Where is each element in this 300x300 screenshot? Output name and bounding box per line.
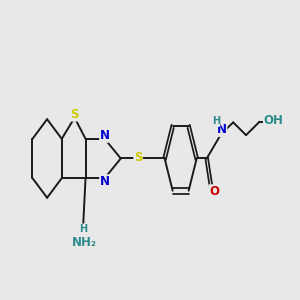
Text: N: N (217, 123, 227, 136)
Text: H: H (212, 116, 220, 126)
Text: N: N (100, 129, 110, 142)
Text: H: H (79, 224, 87, 234)
Text: S: S (134, 151, 142, 164)
Text: N: N (100, 175, 110, 188)
Text: O: O (209, 185, 219, 198)
Text: S: S (70, 108, 79, 121)
Text: NH₂: NH₂ (72, 236, 97, 249)
Text: OH: OH (263, 114, 283, 127)
